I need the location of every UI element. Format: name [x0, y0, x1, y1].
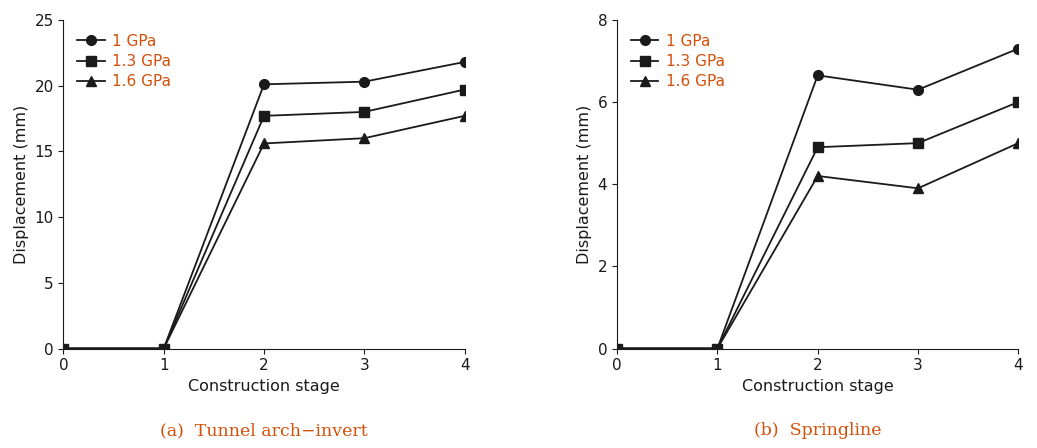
- 1.3 GPa: [611, 346, 623, 351]
- 1.6 GPa: [258, 141, 271, 146]
- 1.6 GPa: [912, 185, 924, 191]
- Line: 1 GPa: 1 GPa: [58, 57, 470, 353]
- 1.3 GPa: [458, 87, 471, 92]
- 1 GPa: [258, 82, 271, 87]
- 1.6 GPa: [458, 113, 471, 119]
- 1.3 GPa: [358, 109, 370, 115]
- 1 GPa: [158, 346, 170, 351]
- 1.6 GPa: [358, 135, 370, 141]
- 1.6 GPa: [57, 346, 69, 351]
- X-axis label: Construction stage: Construction stage: [188, 379, 340, 394]
- Line: 1.6 GPa: 1.6 GPa: [58, 111, 470, 353]
- 1.6 GPa: [158, 346, 170, 351]
- 1 GPa: [711, 346, 724, 351]
- 1 GPa: [458, 59, 471, 65]
- Y-axis label: Displacement (mm): Displacement (mm): [13, 104, 29, 264]
- 1 GPa: [812, 73, 824, 78]
- Line: 1.3 GPa: 1.3 GPa: [58, 85, 470, 353]
- 1 GPa: [1012, 46, 1025, 52]
- 1.3 GPa: [158, 346, 170, 351]
- Text: (b)  Springline: (b) Springline: [754, 422, 881, 439]
- Line: 1.3 GPa: 1.3 GPa: [612, 97, 1024, 353]
- Text: (a)  Tunnel arch−invert: (a) Tunnel arch−invert: [160, 422, 368, 439]
- Legend: 1 GPa, 1.3 GPa, 1.6 GPa: 1 GPa, 1.3 GPa, 1.6 GPa: [72, 27, 177, 95]
- 1.3 GPa: [912, 140, 924, 146]
- 1.6 GPa: [611, 346, 623, 351]
- X-axis label: Construction stage: Construction stage: [741, 379, 894, 394]
- 1 GPa: [912, 87, 924, 92]
- Line: 1 GPa: 1 GPa: [612, 44, 1024, 353]
- 1.6 GPa: [1012, 140, 1025, 146]
- 1 GPa: [611, 346, 623, 351]
- Legend: 1 GPa, 1.3 GPa, 1.6 GPa: 1 GPa, 1.3 GPa, 1.6 GPa: [624, 27, 731, 95]
- 1.3 GPa: [711, 346, 724, 351]
- 1.6 GPa: [812, 173, 824, 179]
- Line: 1.6 GPa: 1.6 GPa: [612, 138, 1024, 353]
- 1.6 GPa: [711, 346, 724, 351]
- 1.3 GPa: [57, 346, 69, 351]
- 1 GPa: [57, 346, 69, 351]
- 1.3 GPa: [258, 113, 271, 119]
- 1.3 GPa: [812, 145, 824, 150]
- 1 GPa: [358, 79, 370, 84]
- Y-axis label: Displacement (mm): Displacement (mm): [577, 104, 592, 264]
- 1.3 GPa: [1012, 99, 1025, 105]
